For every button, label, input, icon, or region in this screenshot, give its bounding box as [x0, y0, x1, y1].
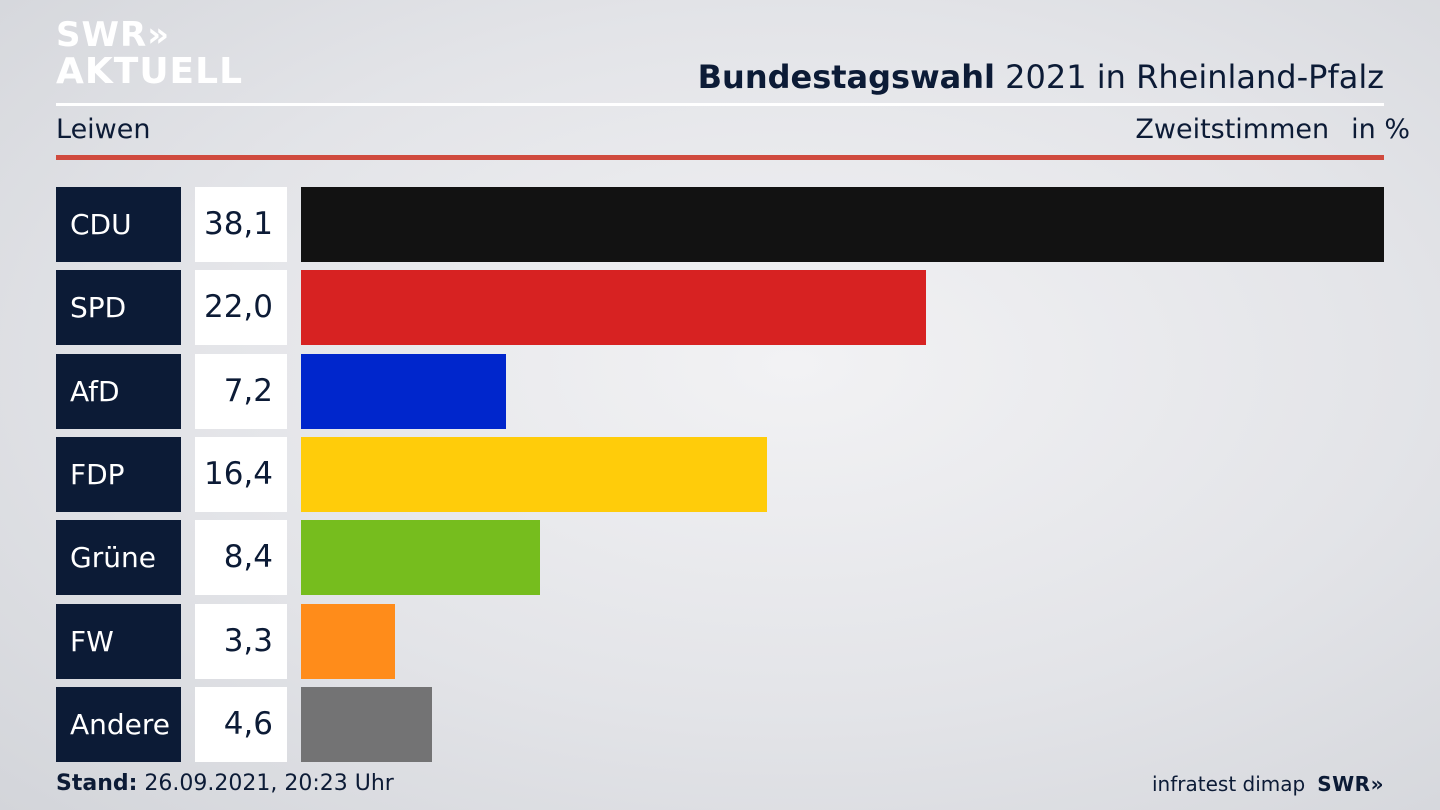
party-label: SPD — [56, 270, 181, 345]
value-label: 38,1 — [195, 187, 287, 262]
location-label: Leiwen — [56, 114, 151, 145]
source-credit: infratest dimap SWR» — [1152, 772, 1384, 796]
value-label: 16,4 — [195, 437, 287, 512]
logo-line-1: SWR» — [56, 15, 171, 55]
swr-aktuell-logo: SWR» AKTUELL — [56, 15, 242, 92]
party-label: Grüne — [56, 520, 181, 595]
accent-divider — [56, 155, 1384, 160]
value-label: 3,3 — [195, 604, 287, 679]
bar-row: Grüne 8,4 — [56, 520, 1384, 595]
party-label: CDU — [56, 187, 181, 262]
value-label: 7,2 — [195, 354, 287, 429]
measure-unit: in % — [1351, 114, 1410, 145]
value-label: 8,4 — [195, 520, 287, 595]
bar — [301, 520, 540, 595]
bar — [301, 187, 1384, 262]
party-label: FDP — [56, 437, 181, 512]
bar-row: Andere 4,6 — [56, 687, 1384, 762]
measure-name: Zweitstimmen — [1135, 114, 1330, 145]
timestamp-value: 26.09.2021, 20:23 Uhr — [137, 771, 394, 796]
logo-line-2: AKTUELL — [56, 51, 244, 92]
chart-title: Bundestagswahl 2021 in Rheinland-Pfalz — [698, 58, 1384, 96]
source-name: infratest dimap — [1152, 772, 1306, 796]
measure-label: Zweitstimmen in % — [1135, 114, 1410, 145]
bar-row: FW 3,3 — [56, 604, 1384, 679]
swr-brand-logo: SWR» — [1317, 772, 1384, 796]
bar-row: CDU 38,1 — [56, 187, 1384, 262]
bar — [301, 270, 926, 345]
timestamp: Stand: 26.09.2021, 20:23 Uhr — [56, 771, 394, 796]
chart-title-rest: 2021 in Rheinland-Pfalz — [995, 58, 1384, 96]
bar-row: SPD 22,0 — [56, 270, 1384, 345]
party-label: AfD — [56, 354, 181, 429]
bar-row: FDP 16,4 — [56, 437, 1384, 512]
bar — [301, 354, 506, 429]
party-label: Andere — [56, 687, 181, 762]
timestamp-label: Stand: — [56, 771, 138, 796]
header-divider — [56, 103, 1384, 106]
bar — [301, 437, 767, 512]
bar — [301, 604, 395, 679]
value-label: 22,0 — [195, 270, 287, 345]
bar — [301, 687, 432, 762]
bar-row: AfD 7,2 — [56, 354, 1384, 429]
party-label: FW — [56, 604, 181, 679]
value-label: 4,6 — [195, 687, 287, 762]
chart-title-bold: Bundestagswahl — [697, 58, 995, 96]
